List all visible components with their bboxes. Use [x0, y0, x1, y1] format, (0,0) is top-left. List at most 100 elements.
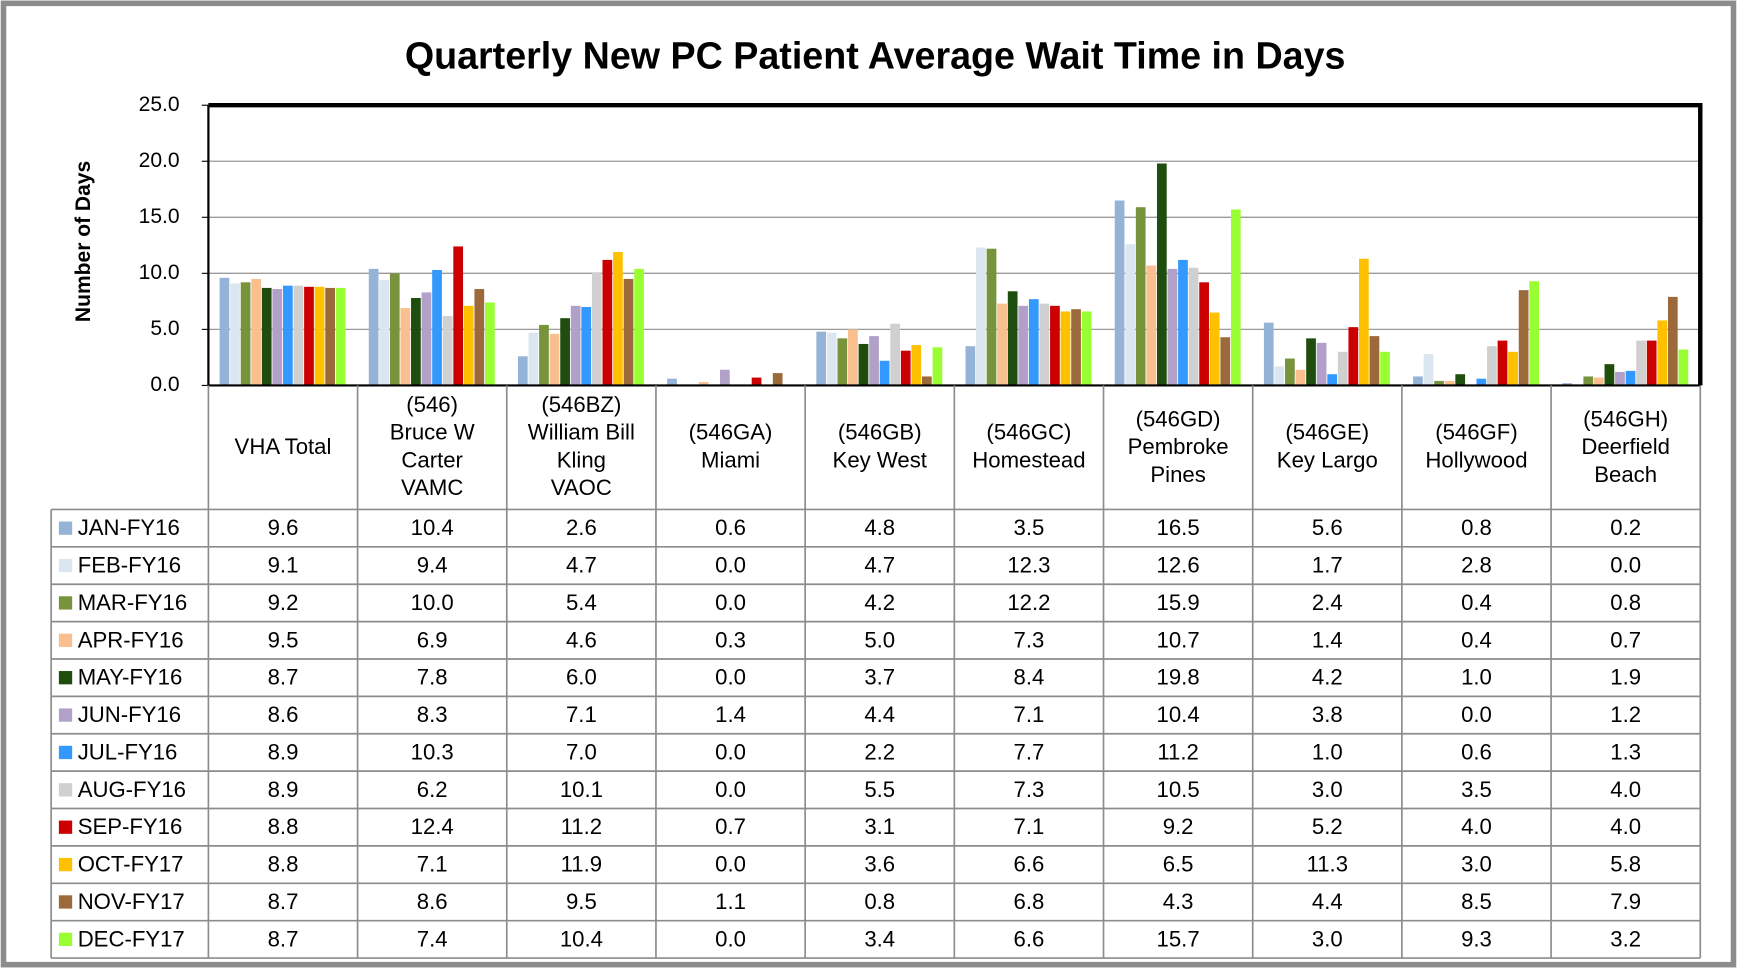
- bar: [1081, 311, 1092, 386]
- legend-label: MAY-FY16: [78, 665, 183, 690]
- y-tick-label: 15.0: [139, 205, 180, 228]
- table-value: 10.1: [560, 777, 603, 802]
- bar: [869, 336, 879, 386]
- bar: [1657, 320, 1668, 386]
- legend-swatch: [58, 745, 73, 760]
- bar: [1444, 380, 1455, 386]
- table-value: 11.3: [1307, 852, 1348, 877]
- bar: [560, 318, 570, 386]
- category-header: (546GA) Miami: [689, 421, 773, 473]
- bar: [1359, 258, 1369, 386]
- y-tick-label: 10.0: [139, 261, 180, 284]
- bar: [528, 332, 539, 386]
- bar: [463, 305, 474, 386]
- bar: [1625, 370, 1636, 386]
- bar: [986, 248, 997, 386]
- bar: [549, 333, 560, 386]
- table-value: 10.4: [1157, 702, 1200, 727]
- y-tick-label: 0.0: [150, 373, 179, 396]
- bar: [1167, 268, 1178, 386]
- bar: [442, 315, 453, 386]
- table-value: 8.7: [268, 926, 299, 951]
- table-value: 9.3: [1461, 926, 1492, 951]
- table-value: 4.8: [864, 515, 895, 540]
- bar: [1348, 327, 1359, 386]
- table-value: 7.9: [1610, 889, 1641, 914]
- bar: [325, 287, 335, 386]
- bar: [1125, 244, 1136, 386]
- bar: [485, 302, 495, 386]
- bar: [623, 278, 634, 386]
- bar: [335, 287, 346, 386]
- legend-swatch: [58, 932, 73, 946]
- table-value: 16.5: [1157, 515, 1200, 540]
- table-value: 10.3: [411, 739, 454, 764]
- table-value: 4.7: [566, 552, 597, 577]
- bar: [1007, 291, 1018, 386]
- table-value: 7.0: [566, 739, 597, 764]
- category-header: VHA Total: [235, 435, 332, 459]
- table-value: 1.2: [1610, 702, 1641, 727]
- x-tick-label: (546BZ) William Bill Kling VAOC: [527, 393, 635, 501]
- table-value: 12.2: [1007, 590, 1050, 615]
- y-tick-label: 5.0: [150, 317, 179, 340]
- table-value: 8.8: [268, 852, 299, 877]
- table-value: 9.2: [268, 590, 299, 615]
- bar: [1178, 259, 1188, 386]
- table-value: 1.0: [1461, 665, 1492, 690]
- bar: [837, 338, 848, 386]
- bar: [1423, 354, 1434, 386]
- x-tick-label: (546GF) Hollywood: [1425, 420, 1528, 473]
- bar: [240, 282, 251, 386]
- table-value: 6.8: [1014, 889, 1045, 914]
- bar: [1316, 342, 1327, 386]
- bar: [368, 268, 379, 386]
- bar: [1220, 337, 1231, 386]
- category-header: (546GB) Key West: [833, 421, 927, 473]
- bar: [879, 360, 890, 386]
- bar: [965, 346, 976, 386]
- legend-swatch: [58, 820, 73, 834]
- table-value: 11.2: [561, 814, 602, 839]
- table-value: 7.8: [417, 665, 448, 690]
- bar: [1230, 209, 1241, 386]
- table-value: 0.0: [715, 777, 746, 802]
- bar: [816, 331, 827, 386]
- table-value: 4.0: [1461, 814, 1492, 839]
- bar: [976, 247, 986, 386]
- bar: [1060, 311, 1071, 386]
- bar: [282, 285, 293, 386]
- table-value: 8.5: [1461, 889, 1492, 914]
- bar: [848, 329, 858, 386]
- table-value: 9.5: [268, 627, 299, 652]
- table-value: 5.4: [566, 590, 597, 615]
- table-value: 15.9: [1157, 590, 1200, 615]
- bar: [1018, 305, 1029, 386]
- table-value: 12.3: [1007, 552, 1050, 577]
- bar: [1646, 340, 1657, 386]
- table-value: 8.8: [268, 814, 299, 839]
- table-value: 7.1: [417, 852, 448, 877]
- bar: [230, 283, 240, 386]
- table-value: 0.6: [1461, 739, 1492, 764]
- legend-swatch: [58, 783, 73, 797]
- bar: [698, 382, 709, 386]
- table-value: 0.8: [864, 889, 895, 914]
- table-value: 2.8: [1461, 552, 1492, 577]
- y-tick-label: 20.0: [139, 149, 180, 172]
- table-value: 2.4: [1312, 590, 1343, 615]
- bar: [411, 298, 421, 386]
- table-value: 3.5: [1461, 777, 1492, 802]
- table-value: 4.4: [1312, 889, 1343, 914]
- table-value: 3.4: [864, 926, 895, 951]
- bar: [400, 308, 411, 386]
- table-value: 5.2: [1312, 814, 1343, 839]
- bar: [293, 285, 304, 386]
- category-header: (546GH) Deerfield Beach: [1581, 407, 1670, 487]
- bar: [1508, 351, 1518, 386]
- table-value: 6.9: [417, 627, 448, 652]
- bar: [890, 323, 901, 386]
- bar: [539, 324, 549, 386]
- table-value: 11.2: [1157, 739, 1198, 764]
- table-value: 9.5: [566, 889, 597, 914]
